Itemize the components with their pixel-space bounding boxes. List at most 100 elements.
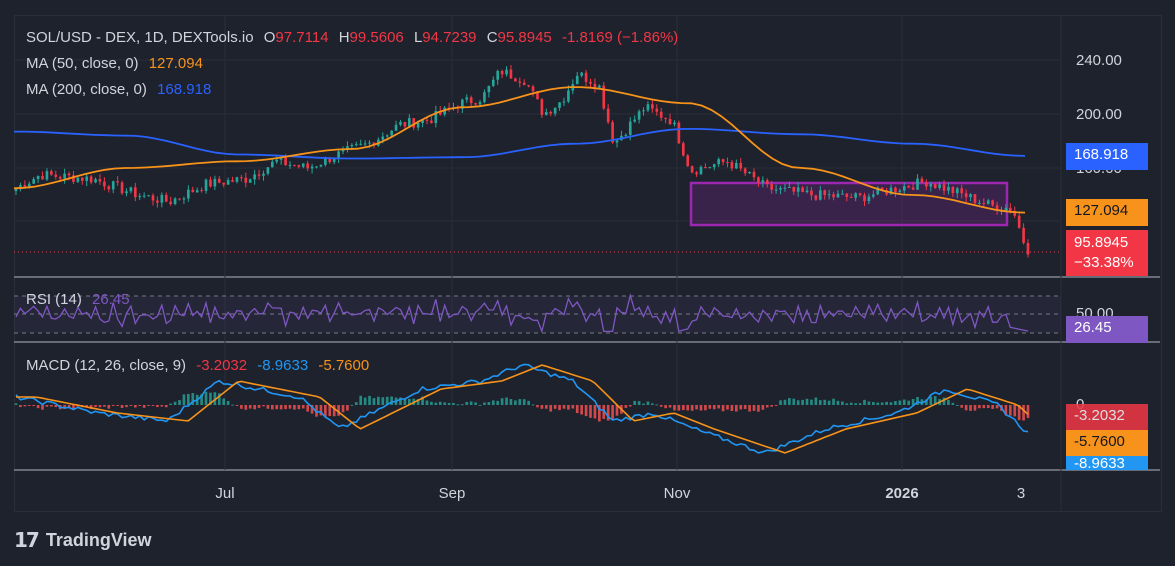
- candle-body: [89, 176, 93, 183]
- macd-histogram-bar: [332, 405, 336, 417]
- macd-histogram-bar: [562, 405, 566, 409]
- macd-histogram-bar: [89, 405, 93, 409]
- candle-body: [1013, 210, 1017, 216]
- candle-body: [509, 69, 513, 79]
- candle-body: [677, 122, 681, 144]
- candle-body: [169, 201, 172, 204]
- change-value: -1.8169 (−1.86%): [561, 29, 679, 46]
- macd-histogram-bar: [624, 405, 628, 408]
- candle-body: [487, 85, 491, 93]
- macd-histogram-bar: [757, 405, 760, 412]
- candle-body: [907, 186, 911, 188]
- macd-histogram-bar: [182, 394, 186, 405]
- macd-histogram-bar: [518, 399, 522, 405]
- candle-body: [858, 193, 862, 196]
- candle-body: [699, 166, 703, 175]
- candle-body: [425, 119, 429, 121]
- macd-histogram-bar: [836, 400, 840, 405]
- chart-panel[interactable]: [14, 15, 1162, 512]
- candle-body: [32, 179, 35, 184]
- ma50-value: 127.094: [148, 55, 203, 72]
- candle-body: [306, 163, 309, 169]
- candle-body: [67, 173, 71, 176]
- candle-body: [279, 157, 283, 160]
- macd-histogram-bar: [553, 405, 557, 409]
- macd-histogram-bar: [540, 405, 544, 409]
- ma50-legend[interactable]: MA (50, close, 0) 127.094: [26, 55, 209, 72]
- macd-line-value: -8.9633: [257, 357, 309, 374]
- candle-body: [929, 184, 933, 187]
- candle-body: [708, 167, 712, 169]
- macd-histogram-bar: [947, 399, 950, 405]
- candle-body: [615, 140, 619, 143]
- macd-histogram-bar: [156, 405, 159, 408]
- close-price-tag: 95.8945 −33.38%: [1066, 230, 1148, 276]
- macd-histogram-bar: [240, 405, 243, 409]
- macd-histogram-bar: [717, 405, 720, 409]
- macd-histogram-bar: [558, 405, 561, 411]
- macd-histogram-bar: [266, 405, 270, 409]
- macd-histogram-bar: [536, 405, 539, 408]
- tradingview-logo[interactable]: 17 TradingView: [14, 528, 152, 552]
- candle-body: [938, 184, 941, 188]
- candle-body: [187, 189, 190, 199]
- candle-body: [293, 164, 296, 166]
- candle-body: [248, 179, 252, 183]
- candle-body: [85, 176, 89, 181]
- candle-body: [465, 97, 469, 100]
- candle-body: [45, 171, 49, 180]
- candle-body: [743, 168, 747, 174]
- rsi-legend[interactable]: RSI (14) 26.45: [26, 291, 136, 308]
- candle-body: [796, 187, 800, 192]
- candle-body: [589, 81, 592, 84]
- candle-body: [849, 196, 853, 198]
- macd-histogram-bar: [385, 396, 389, 405]
- macd-label: MACD (12, 26, close, 9): [26, 357, 187, 374]
- candle-body: [876, 187, 880, 195]
- candle-body: [288, 164, 292, 166]
- candle-body: [368, 142, 371, 144]
- macd-histogram-bar: [907, 400, 911, 405]
- candle-body: [315, 166, 318, 168]
- candle-body: [270, 161, 274, 168]
- macd-histogram-bar: [377, 396, 380, 405]
- candle-body: [867, 196, 871, 202]
- macd-histogram-bar: [438, 401, 442, 405]
- candle-body: [558, 102, 561, 108]
- candle-body: [390, 130, 393, 136]
- macd-histogram-bar: [567, 405, 570, 410]
- candle-body: [213, 178, 217, 187]
- macd-histogram-bar: [894, 401, 897, 405]
- macd-histogram-bar: [204, 391, 208, 405]
- macd-histogram-bar: [628, 405, 632, 407]
- macd-histogram-bar: [885, 401, 888, 405]
- macd-histogram-bar: [469, 401, 473, 405]
- macd-histogram-bar: [483, 402, 486, 405]
- close-label: C: [486, 29, 498, 46]
- candle-body: [779, 187, 782, 190]
- ma50-label: MA (50, close, 0): [26, 55, 139, 72]
- macd-histogram-bar: [699, 405, 703, 411]
- candle-body: [354, 144, 358, 146]
- candle-body: [889, 187, 893, 195]
- macd-histogram-bar: [500, 398, 504, 405]
- time-tick-sep: Sep: [439, 485, 466, 502]
- macd-histogram-bar: [491, 400, 495, 405]
- macd-histogram-bar: [63, 405, 66, 409]
- candle-body: [969, 194, 972, 198]
- macd-line: [15, 363, 1029, 454]
- macd-histogram-bar: [213, 392, 217, 405]
- candle-body: [94, 179, 97, 183]
- candle-body: [739, 162, 743, 169]
- macd-legend[interactable]: MACD (12, 26, close, 9) -3.2032 -8.9633 …: [26, 357, 375, 374]
- candle-body: [704, 166, 707, 168]
- price-tick-240: 240.00: [1076, 52, 1122, 69]
- candle-body: [257, 174, 261, 176]
- candle-body: [138, 196, 142, 198]
- ma200-legend[interactable]: MA (200, close, 0) 168.918: [26, 81, 217, 98]
- candle-body: [978, 202, 981, 204]
- candle-body: [964, 193, 968, 198]
- macd-histogram-bar: [178, 400, 181, 405]
- macd-histogram-bar: [527, 400, 530, 405]
- macd-histogram-bar: [668, 405, 672, 408]
